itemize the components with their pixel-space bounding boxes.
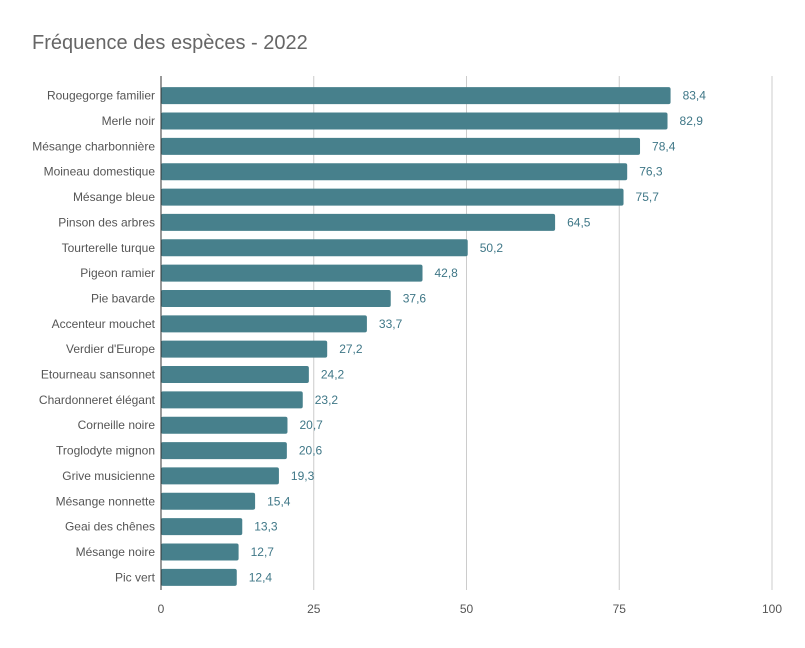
data-label: 20,6: [299, 444, 323, 458]
x-tick-label: 0: [158, 602, 165, 616]
category-label: Mésange bleue: [73, 190, 155, 204]
category-label: Merle noir: [102, 114, 155, 128]
category-label: Mésange charbonnière: [32, 139, 155, 153]
bar: [161, 442, 287, 460]
bar: [161, 340, 328, 358]
category-label: Verdier d'Europe: [66, 342, 155, 356]
bar: [161, 518, 243, 536]
bar: [161, 87, 671, 105]
x-tick-label: 100: [762, 602, 782, 616]
data-label: 75,7: [636, 190, 660, 204]
data-label: 42,8: [435, 266, 459, 280]
category-label: Tourterelle turque: [62, 241, 156, 255]
data-label: 13,3: [254, 520, 278, 534]
category-label: Corneille noire: [78, 418, 156, 432]
category-label: Geai des chênes: [65, 520, 155, 534]
data-label: 82,9: [680, 114, 704, 128]
bar: [161, 391, 303, 409]
data-label: 12,7: [251, 545, 275, 559]
data-label: 33,7: [379, 317, 403, 331]
category-label: Mésange nonnette: [56, 494, 156, 508]
data-label: 78,4: [652, 139, 676, 153]
data-label: 23,2: [315, 393, 339, 407]
bar: [161, 188, 624, 206]
bar: [161, 112, 668, 130]
category-label: Mésange noire: [76, 545, 156, 559]
bar: [161, 264, 423, 282]
category-label: Troglodyte mignon: [56, 444, 155, 458]
x-tick-label: 50: [460, 602, 474, 616]
data-label: 27,2: [339, 342, 363, 356]
x-tick-label: 25: [307, 602, 321, 616]
bar: [161, 492, 256, 510]
data-label: 37,6: [403, 291, 427, 305]
data-label: 83,4: [683, 89, 707, 103]
bar: [161, 163, 628, 181]
data-label: 64,5: [567, 215, 591, 229]
bar: [161, 543, 239, 561]
chart-title: Fréquence des espèces - 2022: [32, 32, 308, 54]
bar: [161, 239, 468, 257]
data-label: 12,4: [249, 570, 273, 584]
category-label: Pinson des arbres: [58, 215, 155, 229]
category-label: Rougegorge familier: [47, 89, 155, 103]
data-label: 19,3: [291, 469, 315, 483]
category-label: Moineau domestique: [44, 165, 156, 179]
category-label: Pigeon ramier: [80, 266, 155, 280]
data-label: 24,2: [321, 368, 345, 382]
category-label: Pic vert: [115, 570, 156, 584]
x-tick-label: 75: [613, 602, 627, 616]
bar: [161, 315, 367, 333]
bar: [161, 568, 237, 586]
category-label: Grive musicienne: [62, 469, 155, 483]
bar: [161, 213, 556, 231]
data-label: 20,7: [299, 418, 323, 432]
data-label: 50,2: [480, 241, 504, 255]
data-label: 15,4: [267, 494, 291, 508]
bar: [161, 467, 279, 485]
category-label: Pie bavarde: [91, 291, 155, 305]
category-label: Etourneau sansonnet: [41, 368, 156, 382]
bar: [161, 289, 391, 307]
bar: [161, 416, 288, 434]
bar: [161, 366, 309, 384]
data-label: 76,3: [639, 165, 663, 179]
category-label: Accenteur mouchet: [52, 317, 156, 331]
category-label: Chardonneret élégant: [39, 393, 156, 407]
bar: [161, 137, 641, 155]
